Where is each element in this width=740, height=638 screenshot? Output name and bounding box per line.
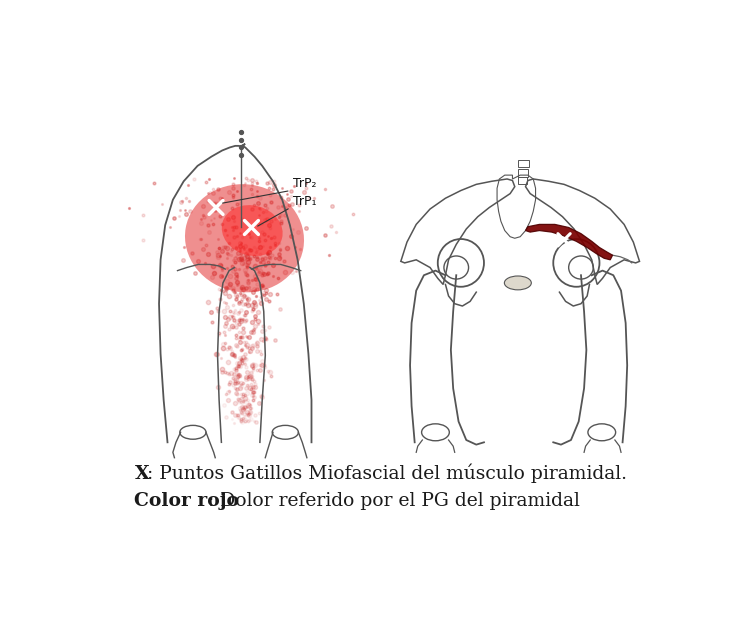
Bar — [518, 169, 528, 177]
Text: Color rojo: Color rojo — [135, 493, 240, 510]
Text: TrP₁: TrP₁ — [293, 195, 317, 208]
Bar — [518, 177, 527, 184]
Text: : Puntos Gatillos Miofascial del músculo piramidal.: : Puntos Gatillos Miofascial del músculo… — [147, 464, 627, 483]
Text: : Dolor referido por el PG del piramidal: : Dolor referido por el PG del piramidal — [207, 493, 579, 510]
Ellipse shape — [505, 276, 531, 290]
Bar — [518, 160, 528, 167]
Text: X: X — [135, 465, 149, 483]
Ellipse shape — [185, 184, 304, 292]
Text: TrP₂: TrP₂ — [293, 177, 317, 190]
Ellipse shape — [222, 205, 283, 256]
Polygon shape — [525, 225, 613, 260]
